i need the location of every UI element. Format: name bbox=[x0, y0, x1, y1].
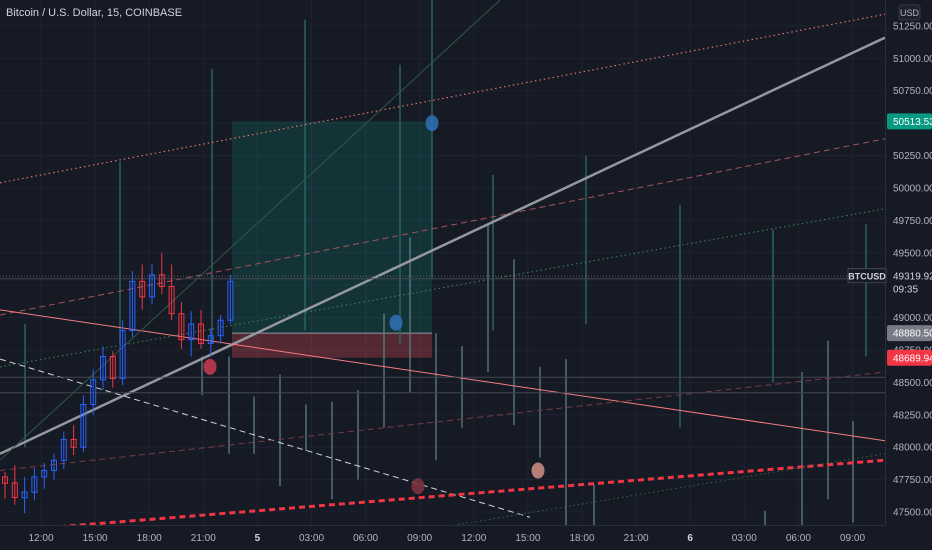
price-tick-label: 50000.00 bbox=[893, 183, 932, 194]
marker-4 bbox=[411, 478, 425, 495]
time-tick-label: 09:00 bbox=[840, 533, 865, 544]
price-tick-label: 51250.00 bbox=[893, 21, 932, 32]
time-tick-label: 18:00 bbox=[137, 533, 162, 544]
marker-0 bbox=[425, 115, 439, 132]
time-tick-label: 06:00 bbox=[786, 533, 811, 544]
currency-button-frame bbox=[898, 4, 921, 21]
candle-body-2 bbox=[21, 491, 28, 499]
candle-body-11 bbox=[109, 355, 116, 380]
candle-body-20 bbox=[198, 323, 204, 345]
price-tick-label: 49500.00 bbox=[893, 248, 932, 259]
take-profit-zone[interactable] bbox=[232, 121, 432, 334]
candle-body-9 bbox=[90, 379, 97, 405]
marker-2 bbox=[203, 358, 217, 375]
trend-line-9[interactable] bbox=[439, 453, 886, 529]
candle-body-3 bbox=[31, 476, 38, 493]
price-tick-label: 48000.00 bbox=[893, 443, 932, 454]
price-axis-background bbox=[886, 0, 932, 525]
price-tag-value-0: 50513.53 bbox=[893, 117, 932, 128]
price-tick-label: 47750.00 bbox=[893, 475, 932, 486]
price-tag-bg-0 bbox=[887, 113, 932, 130]
candle-body-4 bbox=[41, 470, 48, 478]
candle-body-22 bbox=[217, 319, 224, 337]
candle-body-7 bbox=[70, 438, 77, 448]
price-tick-label: 49000.00 bbox=[893, 313, 932, 324]
trend-line-0[interactable] bbox=[0, 36, 886, 455]
price-labels: 50513.53 BTCUSD 49319.92 09:35 48880.50 48689… bbox=[847, 113, 932, 366]
candle-body-21 bbox=[207, 335, 214, 345]
time-tick-label: 12:00 bbox=[461, 533, 486, 544]
time-axis-background bbox=[0, 525, 932, 550]
trend-lines[interactable] bbox=[0, 0, 886, 533]
symbol-tag: BTCUSD bbox=[848, 272, 886, 282]
candle-body-10 bbox=[100, 355, 106, 381]
candle-body-16 bbox=[158, 274, 165, 287]
trend-line-4[interactable] bbox=[0, 309, 886, 442]
countdown-label: 09:35 bbox=[893, 285, 918, 296]
time-tick-label: 21:00 bbox=[624, 533, 649, 544]
price-tag-bg-2 bbox=[887, 325, 932, 342]
price-tick-label: 50250.00 bbox=[893, 151, 932, 162]
trend-line-5[interactable] bbox=[0, 358, 531, 518]
candlesticks bbox=[2, 252, 234, 514]
candle-body-12 bbox=[119, 330, 126, 380]
price-tick-label: 48500.00 bbox=[893, 378, 932, 389]
candle-body-23 bbox=[227, 280, 234, 321]
markers bbox=[203, 115, 545, 495]
trend-line-7[interactable] bbox=[0, 371, 886, 472]
candle-body-19 bbox=[188, 323, 195, 341]
stop-loss-zone[interactable] bbox=[232, 333, 432, 358]
trend-line-6[interactable] bbox=[0, 458, 886, 533]
chart-title: Bitcoin / U.S. Dollar, 15, COINBASE bbox=[6, 7, 182, 19]
candle-body-15 bbox=[149, 274, 155, 298]
current-price-tag-bg bbox=[887, 268, 932, 299]
marker-1 bbox=[389, 314, 403, 331]
time-tick-label: 21:00 bbox=[191, 533, 216, 544]
time-tick-label: 06:00 bbox=[353, 533, 378, 544]
candle-body-17 bbox=[168, 285, 175, 315]
price-tag-bg-3 bbox=[887, 349, 932, 366]
trend-line-3[interactable] bbox=[0, 208, 886, 368]
trend-line-2[interactable] bbox=[0, 138, 886, 316]
price-tag-value-2: 48880.50 bbox=[893, 329, 932, 340]
time-tick-label: 5 bbox=[255, 533, 261, 544]
marker-3 bbox=[531, 462, 545, 479]
candle-body-6 bbox=[60, 438, 67, 461]
candle-body-5 bbox=[51, 459, 57, 472]
price-tick-label: 50750.00 bbox=[893, 86, 932, 97]
price-tick-label: 48250.00 bbox=[893, 410, 932, 421]
symbol-tag-frame bbox=[847, 268, 887, 284]
time-axis[interactable]: 12:00 15:00 18:00 21:00 5 03:00 06:00 09:00 12:0… bbox=[28, 533, 865, 544]
price-tick-label: 47500.00 bbox=[893, 508, 932, 519]
candle-body-14 bbox=[139, 280, 146, 298]
time-tick-label: 09:00 bbox=[407, 533, 432, 544]
candle-body-18 bbox=[178, 313, 185, 341]
trend-line-1[interactable] bbox=[0, 13, 886, 184]
time-tick-label: 15:00 bbox=[515, 533, 540, 544]
time-tick-label: 03:00 bbox=[732, 533, 757, 544]
currency-button[interactable]: USD bbox=[900, 8, 920, 18]
price-tag-value-3: 48689.94 bbox=[893, 353, 932, 364]
price-tick-label: 51000.00 bbox=[893, 54, 932, 65]
time-tick-label: 6 bbox=[687, 533, 693, 544]
candle-body-13 bbox=[129, 280, 136, 332]
time-tick-label: 03:00 bbox=[299, 533, 324, 544]
candle-body-0 bbox=[2, 476, 8, 484]
trend-line-8[interactable] bbox=[0, 0, 501, 461]
candle-body-1 bbox=[11, 482, 18, 499]
current-price-value: 49319.92 bbox=[893, 272, 932, 283]
price-tick-label: 49750.00 bbox=[893, 216, 932, 227]
time-tick-label: 18:00 bbox=[569, 533, 594, 544]
time-tick-label: 12:00 bbox=[28, 533, 53, 544]
candle-body-8 bbox=[80, 403, 87, 448]
time-tick-label: 15:00 bbox=[83, 533, 108, 544]
